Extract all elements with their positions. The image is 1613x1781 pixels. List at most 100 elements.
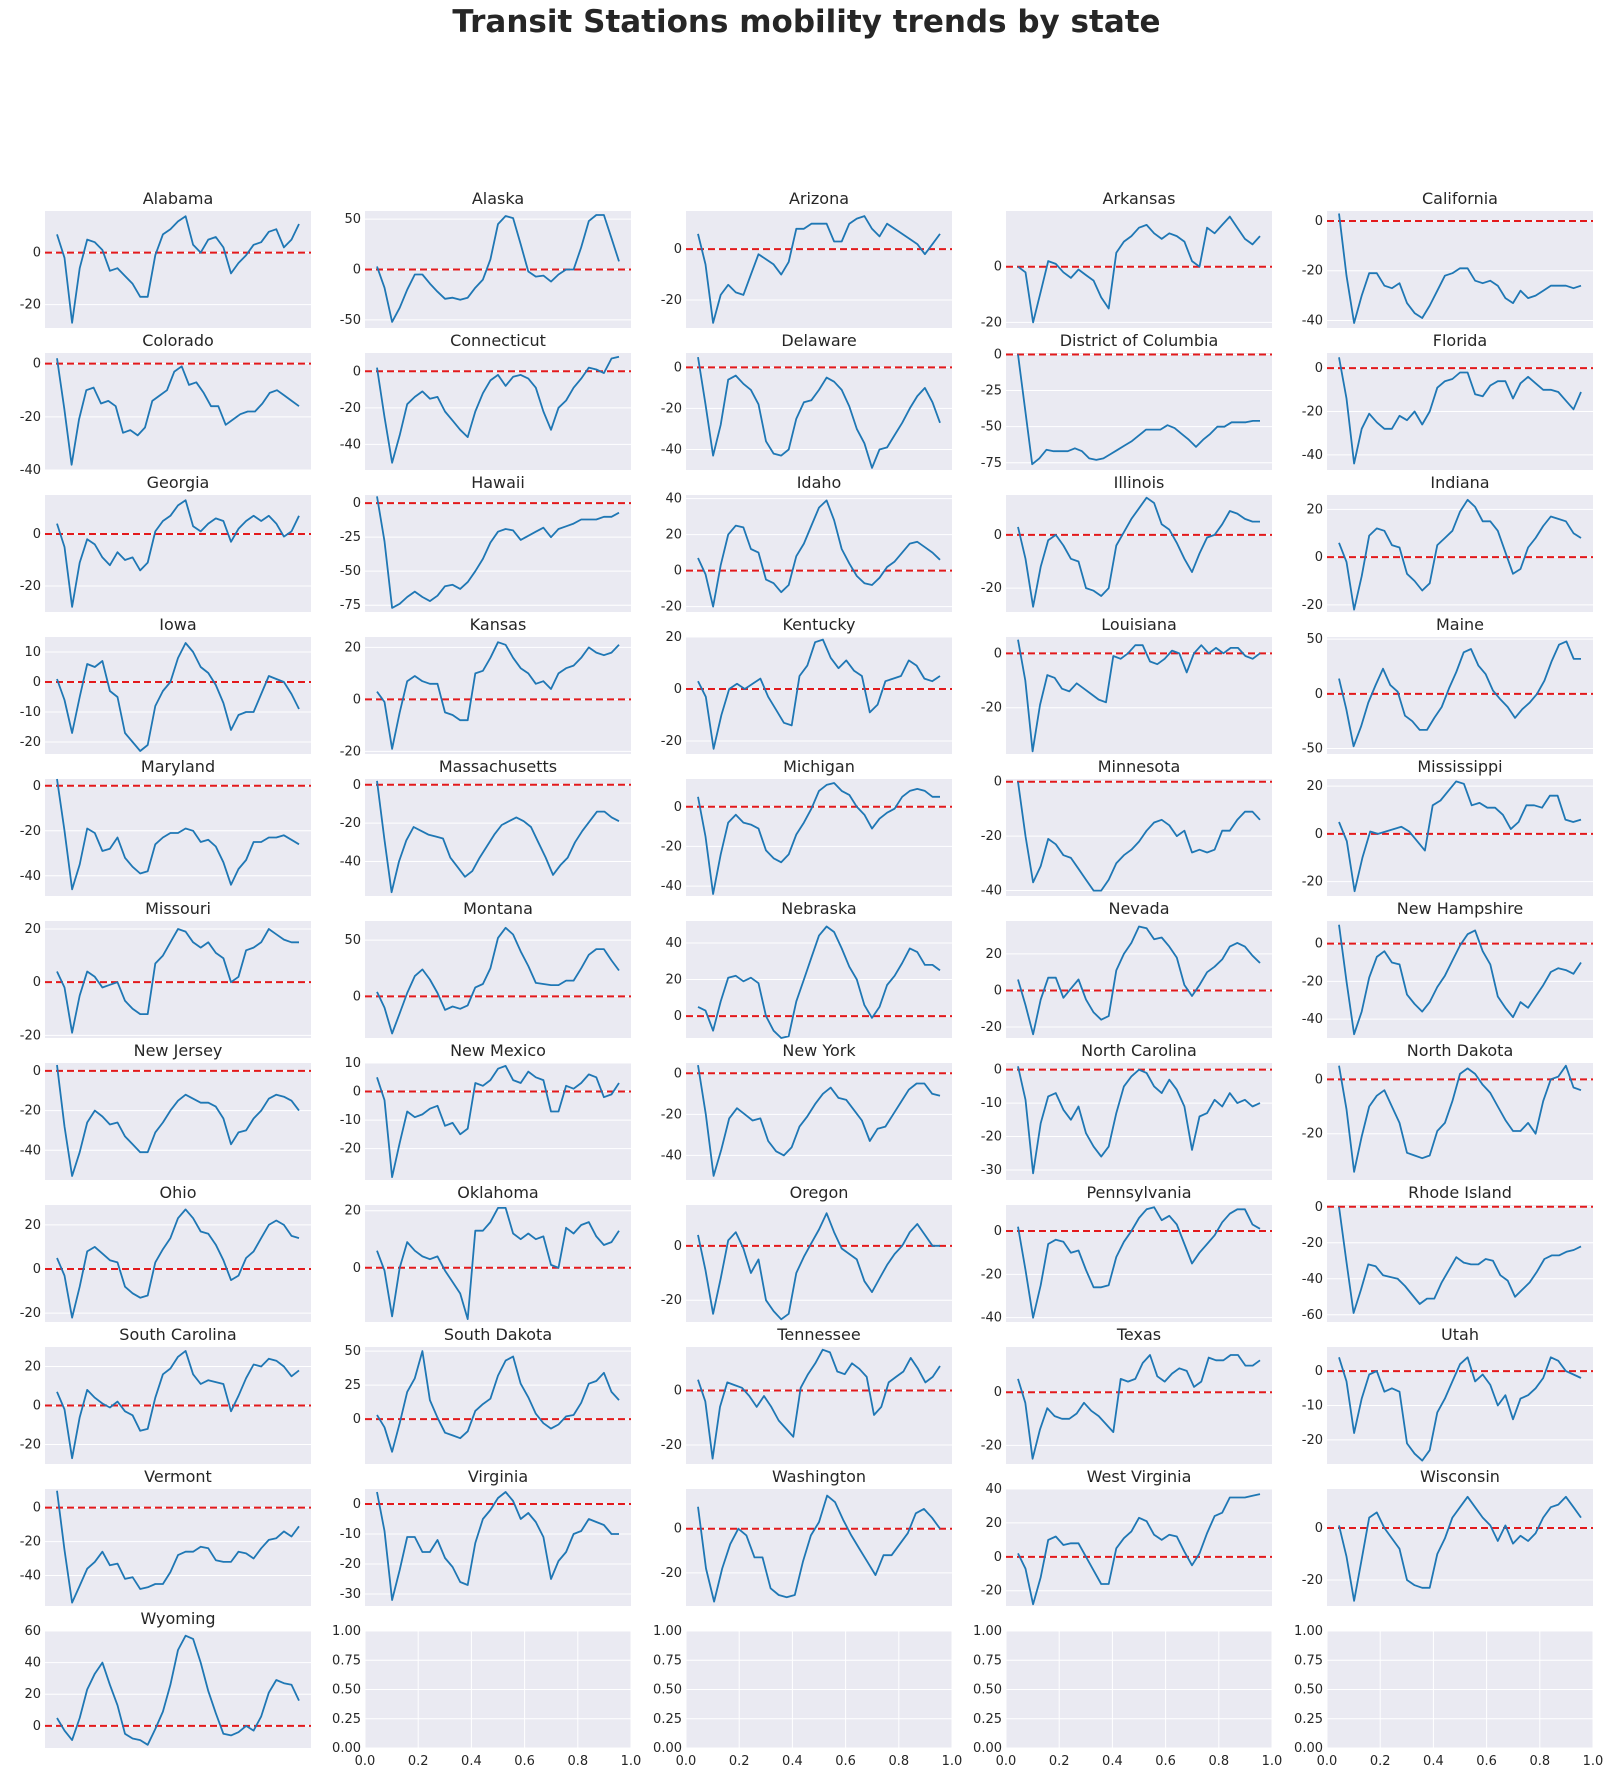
series-line-rhode-island	[1338, 1206, 1582, 1314]
ytick-label-washington: -20	[661, 1566, 682, 1581]
panel-kentucky	[686, 637, 952, 754]
panel-title-alaska: Alaska	[472, 189, 524, 208]
ytick-label-west-virginia: 20	[985, 1516, 1002, 1531]
series-line-missouri	[56, 928, 299, 1034]
ytick-label-virginia: -20	[340, 1557, 361, 1572]
empty-ytick-label: 0.00	[653, 1741, 682, 1756]
ytick-label-minnesota: -20	[981, 829, 1002, 844]
panel-title-arizona: Arizona	[789, 189, 849, 208]
ytick-label-hawaii: -50	[340, 564, 361, 579]
panel-alabama	[45, 211, 311, 328]
ytick-label-new-york: -20	[661, 1107, 682, 1122]
series-line-kansas	[376, 641, 620, 750]
empty-xtick-label: 0.4	[461, 1754, 482, 1769]
ytick-label-ohio: -20	[20, 1306, 41, 1321]
ytick-label-idaho: 0	[674, 564, 682, 579]
ytick-label-wisconsin: 0	[1315, 1521, 1323, 1536]
ytick-label-massachusetts: -20	[340, 816, 361, 831]
panel-title-illinois: Illinois	[1114, 473, 1165, 492]
series-line-new-hampshire	[1338, 924, 1582, 1036]
panel-texas	[1006, 1347, 1272, 1464]
panel-title-hawaii: Hawaii	[471, 473, 525, 492]
ytick-label-wyoming: 0	[33, 1719, 41, 1734]
series-line-virginia	[376, 1491, 619, 1601]
series-line-new-mexico	[376, 1065, 620, 1178]
ytick-label-new-mexico: 10	[344, 1056, 361, 1071]
panel-title-new-hampshire: New Hampshire	[1397, 899, 1524, 918]
panel-title-nevada: Nevada	[1108, 899, 1169, 918]
ytick-label-north-carolina: -20	[981, 1130, 1002, 1145]
ytick-label-nebraska: 40	[665, 936, 682, 951]
empty-ytick-label: 0.25	[973, 1712, 1002, 1727]
panel-minnesota	[1006, 779, 1272, 896]
ytick-label-west-virginia: 40	[985, 1482, 1002, 1497]
ytick-label-south-carolina: -20	[20, 1438, 41, 1453]
ytick-label-west-virginia: -20	[981, 1584, 1002, 1599]
empty-ytick-label: 1.00	[653, 1624, 682, 1639]
panel-title-north-carolina: North Carolina	[1081, 1041, 1197, 1060]
panel-delaware	[686, 353, 952, 470]
panel-title-ohio: Ohio	[160, 1183, 197, 1202]
ytick-label-illinois: 0	[994, 528, 1002, 543]
ytick-label-kansas: 20	[344, 640, 361, 655]
ytick-label-west-virginia: 0	[994, 1550, 1002, 1565]
empty-xtick-label: 1.0	[1583, 1754, 1604, 1769]
empty-ytick-label: 0.00	[1294, 1741, 1323, 1756]
panel-title-missouri: Missouri	[145, 899, 211, 918]
ytick-label-nebraska: 20	[665, 973, 682, 988]
empty-xtick-label: 0.2	[729, 1754, 750, 1769]
empty-xtick-label: 1.0	[621, 1754, 642, 1769]
series-line-maine	[1338, 640, 1581, 748]
series-line-nevada	[1017, 925, 1261, 1036]
series-line-maryland	[56, 778, 300, 891]
ytick-label-colorado: 0	[33, 357, 41, 372]
panel-title-mississippi: Mississippi	[1417, 757, 1502, 776]
panel-california	[1327, 211, 1593, 328]
ytick-label-nebraska: 0	[674, 1009, 682, 1024]
panel-title-north-dakota: North Dakota	[1407, 1041, 1514, 1060]
empty-xtick-label: 0.2	[408, 1754, 429, 1769]
ytick-label-kentucky: 20	[665, 630, 682, 645]
ytick-label-colorado: -40	[20, 463, 41, 478]
panel-title-new-jersey: New Jersey	[134, 1041, 223, 1060]
series-line-indiana	[1338, 498, 1582, 611]
ytick-label-minnesota: -40	[981, 884, 1002, 899]
ytick-label-wyoming: 20	[24, 1687, 41, 1702]
ytick-label-texas: -20	[981, 1438, 1002, 1453]
ytick-label-iowa: 0	[33, 675, 41, 690]
panel-oklahoma	[365, 1205, 631, 1322]
ytick-label-tennessee: 0	[674, 1384, 682, 1399]
ytick-label-nevada: -20	[981, 1020, 1002, 1035]
figure-title: Transit Stations mobility trends by stat…	[452, 4, 1161, 40]
panel-georgia	[45, 495, 311, 612]
series-line-georgia	[56, 499, 300, 608]
series-line-vermont	[56, 1490, 300, 1604]
panel-title-kentucky: Kentucky	[782, 615, 855, 634]
panel-arkansas	[1006, 211, 1272, 328]
panel-title-alabama: Alabama	[143, 189, 214, 208]
panel-new-york	[686, 1063, 952, 1180]
ytick-label-pennsylvania: 0	[994, 1224, 1002, 1239]
ytick-label-alabama: 0	[33, 246, 41, 261]
panel-arizona	[686, 211, 952, 328]
panel-idaho	[686, 495, 952, 612]
panel-nevada	[1006, 921, 1272, 1038]
ytick-label-new-jersey: 0	[33, 1064, 41, 1079]
empty-xtick-label: 0.8	[1208, 1754, 1229, 1769]
empty-ytick-label: 0.25	[332, 1712, 361, 1727]
ytick-label-nevada: 0	[994, 983, 1002, 998]
series-line-kentucky	[697, 638, 941, 750]
series-line-arizona	[697, 215, 941, 324]
panel-oregon	[686, 1205, 952, 1322]
ytick-label-oregon: -20	[661, 1293, 682, 1308]
empty-ytick-label: 0.75	[332, 1653, 361, 1668]
panel-maine	[1327, 637, 1593, 754]
panel-title-michigan: Michigan	[783, 757, 855, 776]
ytick-label-georgia: -20	[20, 579, 41, 594]
empty-xtick-label: 0.4	[782, 1754, 803, 1769]
ytick-label-california: -40	[1302, 314, 1323, 329]
ytick-label-tennessee: -20	[661, 1438, 682, 1453]
ytick-label-south-dakota: 50	[344, 1344, 361, 1359]
ytick-label-utah: 0	[1315, 1364, 1323, 1379]
